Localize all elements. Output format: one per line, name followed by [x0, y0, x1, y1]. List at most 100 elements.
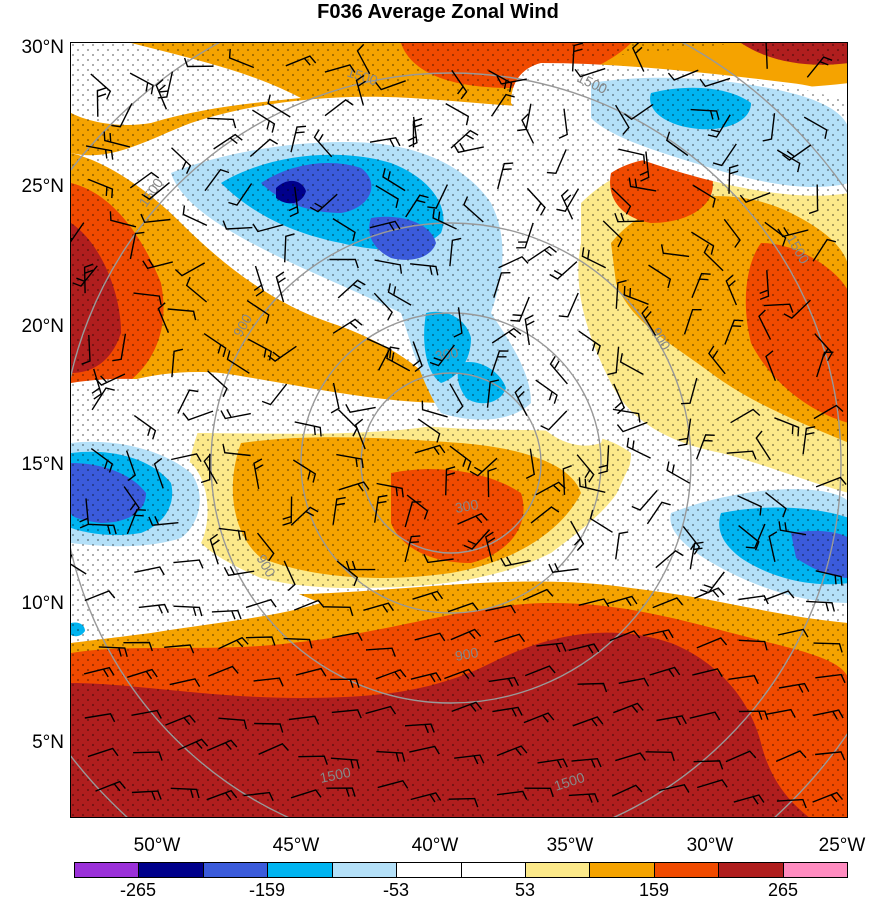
wind-barb [549, 261, 578, 280]
colorbar-box [654, 863, 720, 877]
wind-barb [510, 296, 530, 322]
wind-barb [497, 162, 514, 190]
wind-barb [549, 356, 568, 385]
colorbar-box [332, 863, 398, 877]
wind-barb [463, 529, 491, 550]
wind-barb [414, 632, 446, 642]
wind-barb [324, 606, 354, 617]
wind-barb [382, 168, 406, 192]
wind-barb [218, 717, 248, 730]
wind-barb [759, 270, 770, 301]
wind-barb [330, 757, 360, 769]
wind-barb [290, 506, 319, 526]
wind-barb [377, 779, 409, 789]
wind-barb [84, 713, 116, 723]
colorbar-box [75, 863, 140, 877]
wind-barb [703, 244, 724, 272]
wind-barb [410, 792, 442, 803]
wind-barb [155, 78, 168, 110]
wind-barb [516, 222, 534, 249]
wind-barb [169, 678, 201, 687]
wind-barb [142, 258, 173, 270]
wind-barb [535, 379, 558, 404]
colorbar-box [203, 863, 269, 877]
wind-barb [514, 385, 528, 417]
wind-barb [298, 755, 328, 765]
wind-barb [816, 351, 834, 378]
wind-barb [469, 457, 498, 477]
wind-barb [173, 559, 204, 569]
range-rings [71, 43, 847, 817]
lat-label: 20°N [21, 316, 64, 337]
lon-label: 50°W [133, 835, 181, 856]
wind-barb [764, 221, 787, 247]
wind-barb [252, 109, 276, 133]
wind-barb [645, 751, 675, 762]
wind-barb [806, 600, 835, 612]
wind-barb [203, 333, 227, 357]
wind-barb [204, 168, 230, 192]
wind-barb [432, 208, 457, 230]
wind-barb [284, 233, 295, 263]
wind-barb [589, 509, 613, 533]
wind-barb [765, 43, 768, 69]
wind-barb [324, 64, 356, 73]
colorbar-box [525, 863, 591, 877]
wind-barb [87, 747, 119, 758]
wind-barb [598, 445, 610, 475]
wind-barb [363, 602, 394, 613]
lat-label: 30°N [21, 37, 64, 58]
wind-barb [177, 389, 199, 414]
wind-barb [417, 418, 441, 443]
wind-barb [429, 344, 455, 367]
wind-barb [777, 227, 809, 238]
wind-barb [526, 187, 546, 216]
lon-label: 25°W [818, 835, 866, 856]
wind-barb [374, 259, 403, 274]
wind-barb [612, 408, 641, 423]
wind-barb [813, 642, 843, 653]
wind-barb [696, 779, 728, 789]
wind-barb [498, 255, 529, 269]
wind-barb [131, 709, 162, 719]
wind-barb [410, 263, 439, 276]
wind-barb [694, 587, 725, 599]
wind-barb [407, 116, 418, 148]
wind-barb [222, 443, 251, 457]
wind-barb [725, 750, 757, 763]
wind-barb [454, 754, 485, 765]
wind-barb [521, 113, 535, 144]
wind-barb [90, 448, 114, 473]
wind-barb [208, 665, 239, 677]
wind-barb [689, 541, 704, 570]
wind-barb [412, 117, 423, 148]
lon-label: 35°W [546, 835, 594, 856]
wind-barb [536, 642, 567, 653]
wind-barb [802, 426, 816, 455]
lat-label: 10°N [21, 593, 64, 614]
wind-barb [523, 712, 555, 724]
wind-map-panel: 1500 1500 1500 1500 900 900 900 900 300 … [70, 42, 848, 818]
wind-barb [556, 188, 580, 212]
wind-barb [376, 482, 404, 498]
wind-barb [726, 450, 757, 460]
wind-barb [207, 370, 228, 397]
significance-stippling [71, 43, 847, 817]
wind-barb [90, 73, 112, 100]
wind-barb [148, 516, 179, 526]
wind-barb [738, 525, 760, 551]
wind-barb [758, 309, 772, 340]
ring-label: 900 [454, 644, 480, 664]
wind-barb [222, 220, 253, 230]
wind-barb [623, 285, 649, 305]
colorbar-label: 159 [638, 880, 670, 900]
wind-barb [618, 148, 646, 164]
wind-barb [313, 129, 333, 158]
wind-barb [366, 338, 392, 359]
wind-barb [616, 421, 648, 433]
wind-barb [246, 300, 270, 324]
wind-barb [275, 271, 286, 303]
wind-barb [738, 595, 769, 605]
colorbar-label: 265 [767, 880, 799, 900]
wind-barb [261, 383, 288, 406]
